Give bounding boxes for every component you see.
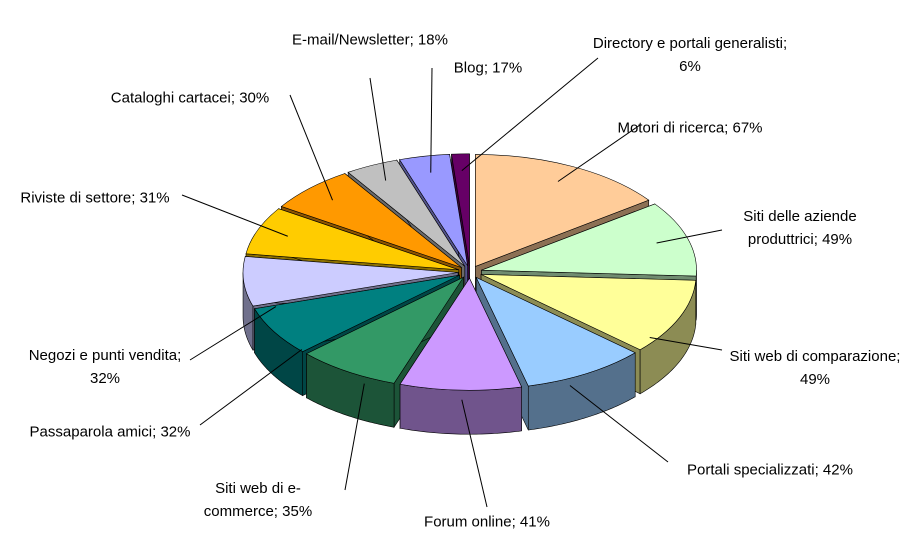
leader-line [289, 94, 333, 201]
value-label: 32% [160, 423, 191, 441]
leader-line [649, 336, 723, 351]
category-label: Directory e portali generalisti; [592, 35, 788, 52]
category-label: Portali specializzati; [687, 461, 819, 479]
data-label: Blog; 17% [428, 57, 548, 80]
data-label: Negozi e punti vendita; 32% [25, 344, 185, 390]
slice [242, 256, 459, 307]
slice [347, 159, 466, 267]
category-label: E-mail/Newsletter; [292, 31, 414, 49]
leader-line [369, 77, 387, 181]
slice [481, 203, 697, 277]
category-label: Forum online; [424, 513, 516, 531]
leader-line [461, 57, 599, 172]
data-label: Passaparola amici; 32% [10, 421, 210, 444]
data-label: Motori di ricerca; 67% [605, 117, 775, 140]
data-label: Forum online; 41% [387, 511, 587, 534]
slice [245, 208, 459, 271]
slice [475, 276, 636, 387]
leader-line [189, 306, 277, 361]
category-label: Siti web di e-commerce; [203, 480, 301, 520]
category-label: Motori di ricerca; [617, 119, 729, 137]
category-label: Negozi e punti vendita; [28, 347, 182, 364]
value-label: 42% [822, 461, 853, 479]
slice [280, 173, 462, 268]
slice [305, 276, 465, 384]
value-label: 49% [799, 371, 831, 388]
category-label: Siti delle aziende produttrici; [743, 208, 857, 248]
data-label: Siti web di e-commerce; 35% [178, 477, 338, 523]
leader-line [430, 67, 433, 173]
value-label: 32% [89, 370, 121, 387]
value-label: 31% [139, 189, 170, 207]
data-label: Portali specializzati; 42% [675, 459, 865, 482]
value-label: 30% [239, 89, 270, 107]
slice [254, 274, 460, 353]
data-label: Siti web di comparazione; 49% [728, 345, 903, 391]
slice [475, 154, 650, 267]
leader-line [344, 383, 365, 491]
data-label: Siti delle aziende produttrici; 49% [713, 205, 888, 251]
leader-line [569, 385, 669, 463]
category-label: Cataloghi cartacei; [110, 89, 236, 107]
category-label: Siti web di comparazione; [729, 348, 901, 365]
value-label: 35% [282, 503, 313, 520]
slice [451, 153, 470, 266]
data-label: Riviste di settore; 31% [5, 187, 185, 210]
leader-line [199, 349, 303, 426]
value-label: 41% [519, 513, 550, 531]
leader-line [656, 229, 723, 244]
value-label: 67% [732, 119, 763, 137]
data-label: E-mail/Newsletter; 18% [280, 29, 460, 52]
data-label: Directory e portali generalisti; 6% [590, 32, 790, 78]
slice [480, 274, 697, 351]
category-label: Blog; [453, 59, 488, 77]
category-label: Riviste di settore; [20, 189, 136, 207]
value-label: 6% [679, 58, 701, 75]
data-label: Cataloghi cartacei; 30% [90, 87, 290, 110]
slice-side [399, 383, 522, 435]
leader-line [461, 399, 488, 508]
leader-line [557, 124, 641, 182]
category-label: Passaparola amici; [29, 423, 157, 441]
value-label: 49% [822, 231, 853, 248]
leader-line [181, 194, 288, 237]
value-label: 17% [492, 59, 523, 77]
value-label: 18% [417, 31, 448, 49]
slice [399, 277, 523, 391]
slice [399, 153, 468, 267]
